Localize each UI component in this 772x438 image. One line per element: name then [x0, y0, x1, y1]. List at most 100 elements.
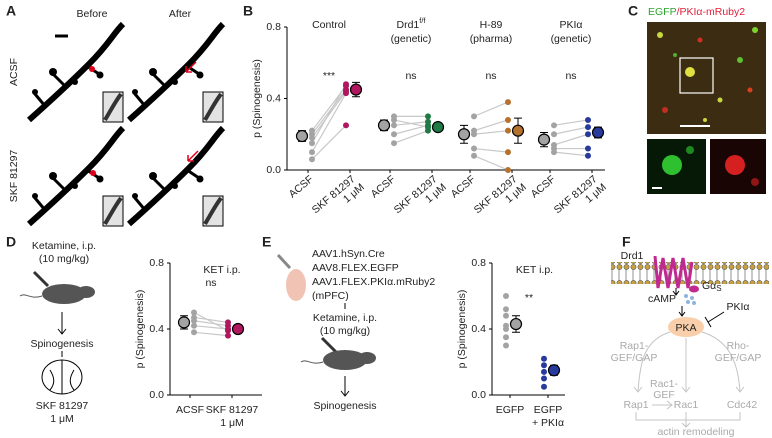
gef-label: GEF/GAP — [611, 352, 658, 364]
group-subtitle: (genetic) — [551, 33, 592, 45]
gtpase: Rap1 — [623, 399, 648, 411]
mean-marker — [511, 124, 525, 137]
group-title: Drd1f/f — [396, 16, 426, 31]
chart-title: KET i.p. — [516, 264, 553, 276]
x-tick-label: ACSF — [529, 173, 558, 200]
data-point — [505, 99, 511, 106]
micrograph — [129, 24, 223, 122]
panel-f: Drd1 GαS cAMP PKA PKIα Rap1- GEF/GAP Rho… — [611, 250, 769, 438]
data-point — [425, 113, 431, 120]
data-point — [505, 167, 511, 173]
y-tick-label: 0.4 — [471, 323, 486, 335]
y-tick-label: 0.0 — [149, 389, 164, 401]
arrow — [185, 61, 197, 73]
y-axis-label: p (Spinogenesis) — [134, 290, 146, 369]
micrograph — [647, 22, 766, 134]
data-point — [541, 362, 547, 369]
mouse-tail — [300, 360, 324, 364]
data-point — [551, 122, 557, 129]
mean-marker — [537, 133, 551, 146]
kinase: PKA — [675, 322, 696, 334]
panel-d: Ketamine, i.p. (10 mg/kg) Spinogenesis S… — [19, 240, 96, 425]
mean-marker — [431, 120, 445, 134]
data-point — [309, 140, 315, 147]
significance: ** — [525, 292, 533, 304]
x-tick-label: ACSF — [369, 173, 398, 200]
mean-marker — [591, 126, 605, 139]
output: actin remodeling — [657, 426, 734, 438]
g-protein-label: GαS — [702, 280, 722, 293]
panel-e: AAV1.hSyn.Cre AAV8.FLEX.EGFP AAV1.FLEX.P… — [276, 248, 435, 412]
data-point — [551, 145, 557, 152]
pair-line — [193, 311, 229, 332]
pair-line — [311, 92, 347, 153]
data-point — [503, 334, 509, 341]
y-tick-label: 0.8 — [266, 21, 281, 33]
kinase-shape — [668, 317, 704, 337]
cell — [725, 155, 745, 175]
data-point — [541, 355, 547, 362]
panel-c: EGFP/PKIα-mRuby2 — [647, 6, 766, 194]
data-point — [391, 131, 397, 138]
x-tick-label: 1 μM — [220, 417, 244, 429]
panel-label: E — [262, 234, 271, 250]
g-protein — [689, 285, 699, 293]
outcome: Spinogenesis — [30, 338, 93, 350]
significance: ns — [405, 70, 416, 82]
micrograph — [29, 128, 123, 226]
mouse-tail — [19, 294, 43, 298]
mean-marker — [231, 322, 245, 336]
receptor: Drd1 — [621, 250, 644, 262]
treatment: Ketamine, i.p. — [32, 240, 96, 252]
pair-line — [193, 316, 229, 323]
pair-line — [311, 85, 347, 132]
cell — [686, 146, 694, 154]
drug: SKF 81297 — [36, 400, 89, 412]
x-tick-label: ACSF — [449, 173, 478, 200]
pair-line — [473, 147, 509, 153]
y-tick-label: 0.0 — [471, 389, 486, 401]
mean-marker — [177, 316, 191, 329]
group-subtitle: (genetic) — [391, 33, 432, 45]
data-point — [343, 122, 349, 129]
mean-marker — [295, 129, 309, 143]
group-title: H-89 — [480, 19, 503, 31]
g-protein-text: Gα — [702, 280, 716, 292]
data-point — [391, 113, 397, 120]
data-point — [585, 152, 591, 159]
inhibitor: PKIα — [727, 301, 750, 313]
x-tick-label: ACSF — [176, 404, 204, 416]
pair-line — [553, 151, 589, 157]
mean-marker — [547, 364, 561, 377]
pair-line — [193, 325, 229, 330]
data-point — [391, 140, 397, 147]
x-tick-label: + PKIα — [532, 417, 564, 429]
pair-line — [393, 130, 429, 144]
arrow — [672, 288, 680, 296]
pair-line — [473, 101, 509, 117]
data-point — [471, 131, 477, 138]
mouse-head — [77, 286, 95, 298]
data-point — [585, 116, 591, 123]
mouse — [42, 284, 86, 304]
cell — [662, 155, 682, 175]
gef-label: Rac1- — [650, 378, 679, 390]
panel-label: A — [6, 3, 16, 19]
data-point — [225, 319, 231, 326]
arrow — [678, 306, 686, 317]
camp-dots — [684, 294, 696, 305]
arrow — [57, 312, 67, 335]
panel-label: F — [622, 234, 631, 250]
cells — [657, 27, 758, 122]
pair-line — [193, 331, 229, 337]
inhibition — [704, 311, 725, 328]
pair-line — [553, 126, 589, 135]
data-point — [309, 149, 315, 156]
legend-green: EGFP/PKIα-mRuby2 — [648, 6, 745, 18]
channel-label: /PKIα-mRuby2 — [677, 6, 746, 18]
data-point — [191, 322, 197, 329]
panel-label: B — [243, 3, 253, 19]
significance: ns — [485, 70, 496, 82]
treatment: Ketamine, i.p. — [313, 312, 377, 324]
mean-marker — [349, 83, 363, 96]
